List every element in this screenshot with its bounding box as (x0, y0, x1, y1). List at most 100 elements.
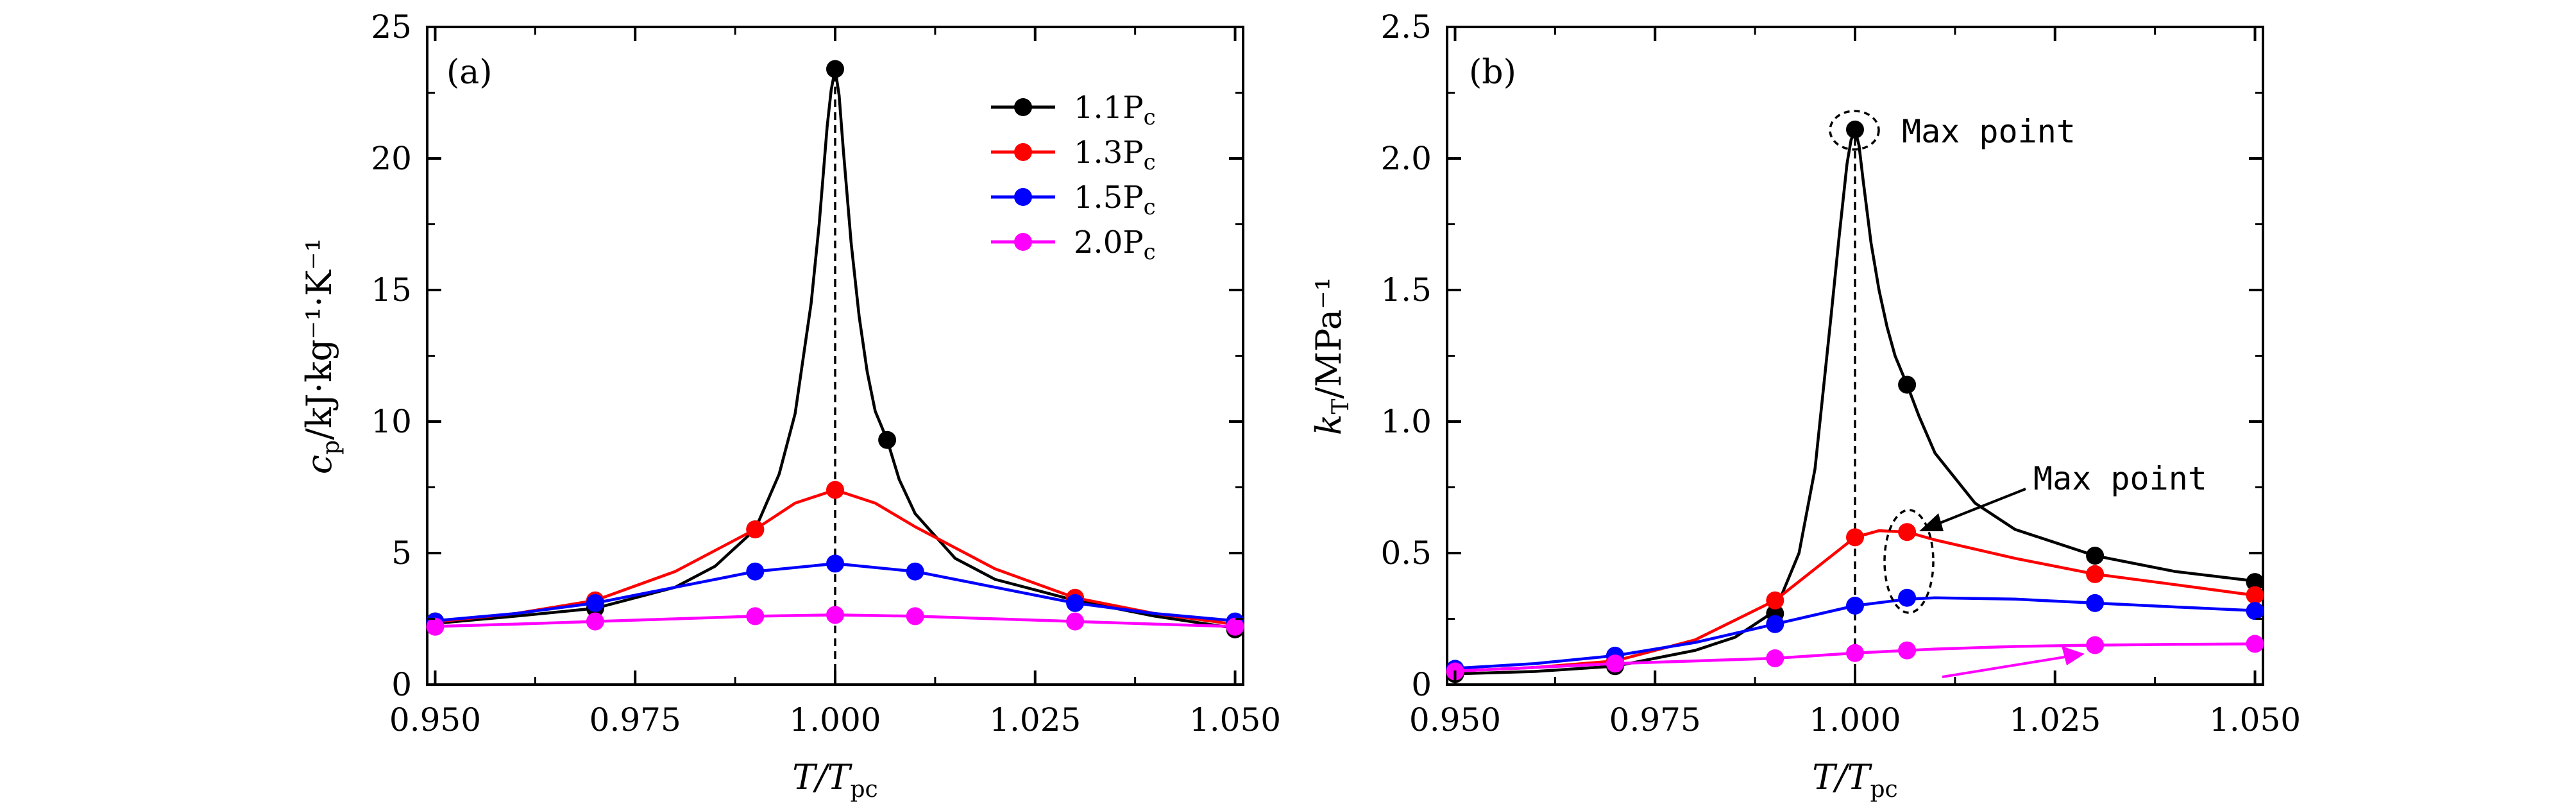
panel-b-y-title-main: k (1309, 414, 1349, 436)
max-point-arrowhead (1919, 513, 1944, 531)
panel-a-y-tick-label: 5 (391, 534, 412, 572)
trend-arrow-line (1942, 655, 2069, 678)
panel-b-x-tick-label: 1.025 (2009, 701, 2101, 738)
panel-b-series-4-point (1606, 654, 1624, 673)
panel-b-series-2-point (1766, 591, 1784, 610)
panel-a-label: (a) (446, 53, 493, 92)
panel-b-series-2-line (1446, 529, 2264, 673)
panel-b-y-tick-label: 1.5 (1380, 271, 1432, 309)
legend-label-sub: c (1144, 149, 1156, 175)
max-point-arrow-line (1931, 488, 2026, 527)
panel-a-series-3-point (826, 554, 844, 573)
panel-a-x-title-sub: pc (851, 776, 878, 803)
panel-b-series-3-point (1846, 597, 1864, 615)
panel-b-series-4-point (1898, 641, 1917, 660)
legend-label-main: 1.3P (1074, 135, 1144, 171)
panel-a-series-2-point (826, 481, 844, 499)
legend-label-main: 1.5P (1074, 180, 1144, 216)
panel-b-series-3-point (2086, 593, 2105, 612)
legend-label: 2.0Pc (1074, 225, 1156, 265)
panel-a-series-3-point (1066, 593, 1085, 612)
legend-item-1: 1.1Pc (991, 90, 1156, 130)
legend-label-sub: c (1144, 105, 1156, 130)
panel-b-y-axis-title: kT/MPa⁻¹ (1309, 277, 1354, 436)
panel-a-x-axis-title: T/Tpc (792, 757, 877, 803)
panel-a-series-1-point (878, 431, 897, 449)
max-point-circle-upper (1829, 110, 1880, 151)
panel-b-label: (b) (1469, 53, 1516, 92)
panel-b-series-1-point (2246, 573, 2264, 592)
panel-a-series-4-point (906, 607, 924, 626)
panel-b-series-1-point (1898, 375, 1917, 394)
panel-b-series-4-point (2246, 635, 2264, 653)
panel-b-series-4-point (1846, 644, 1864, 662)
legend-label-main: 1.1P (1074, 90, 1144, 126)
panel-a-x-tick-label: 1.025 (989, 701, 1081, 738)
panel-a-y-tick-label: 25 (371, 8, 412, 46)
panel-b-x-tick-label: 0.950 (1409, 701, 1501, 738)
panel-a-y-tick-label: 10 (371, 403, 412, 440)
legend: 1.1Pc 1.3Pc 1.5Pc 2.0Pc (991, 90, 1156, 265)
legend-swatch-marker (1014, 143, 1032, 161)
panel-a-series-3-point (746, 562, 765, 581)
panel-b-y-tick-label: 2.0 (1380, 140, 1432, 177)
panel-b-series-3-point (1766, 615, 1784, 633)
panel-a-y-tick-label: 20 (371, 140, 412, 177)
panel-b-series-4-point (1766, 649, 1784, 667)
panel-a-x-tick-label: 0.975 (589, 701, 681, 738)
panel-b-x-tick-label: 1.000 (1809, 701, 1901, 738)
panel-b-series-1-line (1446, 128, 2264, 676)
legend-label: 1.1Pc (1074, 90, 1156, 130)
panel-b-y-tick-label: 0 (1411, 666, 1432, 703)
panel-a-y-title-main: c (299, 455, 339, 474)
panel-b-y-title-unit: /MPa⁻¹ (1309, 277, 1349, 399)
legend-swatch-marker (1014, 233, 1032, 251)
legend-swatch-marker (1014, 98, 1032, 116)
panel-b-series-3-point (2246, 602, 2264, 620)
panel-a-y-axis-title: cp/kJ·kg⁻¹·K⁻¹ (299, 238, 344, 474)
panel-a-ticks: 0.950 0.975 1.000 1.025 1.050 0 5 10 15 20 25 (371, 8, 1281, 738)
panel-a-y-tick-label: 0 (391, 666, 412, 703)
panel-a-series-4-point (1226, 617, 1244, 636)
panel-b-series-2-point (1898, 523, 1917, 542)
panel-b-series-2-point (2086, 565, 2105, 583)
legend-label-main: 2.0P (1074, 225, 1144, 260)
panel-b-x-title-sub: pc (1870, 776, 1898, 803)
panel-b-x-tick-label: 1.050 (2209, 701, 2301, 738)
panel-b-y-title-sub: T (1328, 399, 1354, 414)
panel-a-y-title-sub: p (318, 440, 344, 455)
panel-b-x-tick-label: 0.975 (1609, 701, 1701, 738)
panel-b-kt-chart: 0.950 0.975 1.000 1.025 1.050 0 0.5 1.0 1.5 2.0 2.… (1309, 8, 2301, 803)
legend-label: 1.5Pc (1074, 180, 1156, 220)
panel-b-series-4-point (2086, 636, 2105, 654)
panel-b-x-axis-title: T/Tpc (1812, 757, 1897, 803)
legend-swatch-marker (1014, 188, 1032, 206)
panel-a-series-4-point (746, 607, 765, 626)
legend-label: 1.3Pc (1074, 135, 1156, 175)
panel-a-y-tick-label: 15 (371, 271, 412, 309)
panel-b-series-3-line (1446, 596, 2264, 670)
panel-a-y-title-unit: /kJ·kg⁻¹·K⁻¹ (299, 238, 339, 440)
panel-a-x-tick-label: 1.050 (1189, 701, 1281, 738)
panel-b-series-2-point (1846, 528, 1864, 547)
panel-a-series-2-point (746, 520, 765, 539)
panel-b-series-1-point (2086, 547, 2105, 565)
panel-b-ticks: 0.950 0.975 1.000 1.025 1.050 0 0.5 1.0 1.5 2.0 2.… (1380, 8, 2301, 738)
panel-b-series-1-point (1846, 120, 1864, 139)
panel-a-series-1-point (826, 60, 844, 78)
legend-item-4: 2.0Pc (991, 225, 1156, 265)
legend-item-3: 1.5Pc (991, 180, 1156, 220)
panel-a-series-1-line (427, 67, 1244, 631)
panel-a-x-title-main: T/T (792, 757, 852, 798)
panel-a-series-4-point (1066, 612, 1085, 631)
panel-b-series-3-point (1898, 588, 1917, 607)
panel-a-x-tick-label: 1.000 (789, 701, 881, 738)
panel-a-series-4-point (826, 606, 844, 624)
panel-a-series-layer (426, 60, 1244, 685)
legend-label-sub: c (1144, 239, 1156, 265)
panel-b-y-tick-label: 0.5 (1380, 534, 1432, 572)
panel-a-series-3-point (586, 593, 604, 612)
legend-label-sub: c (1144, 194, 1156, 220)
